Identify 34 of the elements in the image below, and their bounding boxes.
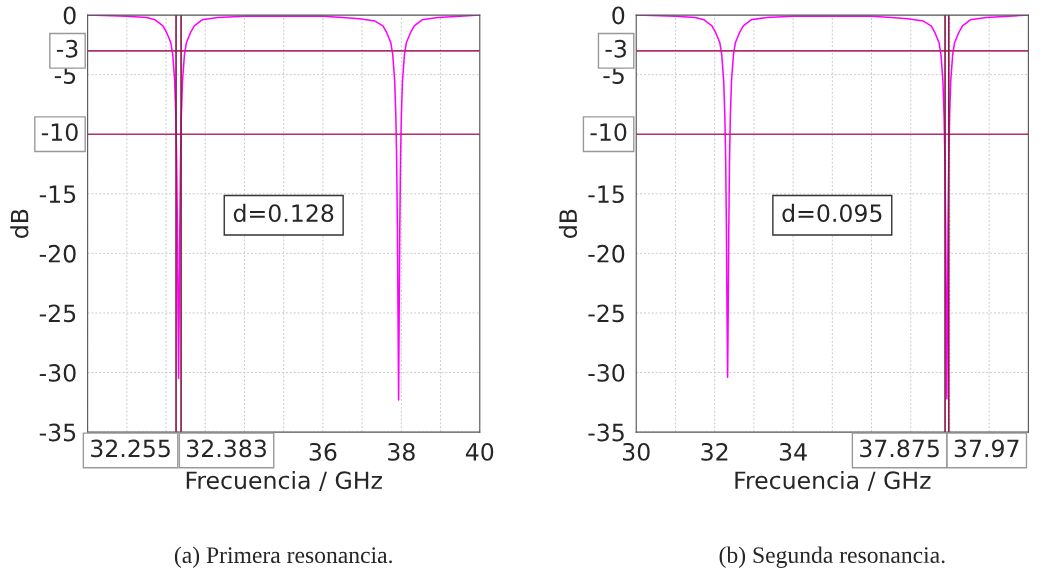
y-tick-label: -15 xyxy=(588,185,624,204)
ref-line-label: -3 xyxy=(605,39,627,58)
y-tick-label: -25 xyxy=(39,304,76,323)
x-tick-label: 36 xyxy=(309,442,337,461)
y-tick-label: -15 xyxy=(39,185,76,204)
y-tick-label: -30 xyxy=(588,363,625,382)
text: (a) Primera resonancia. xyxy=(174,546,392,568)
y-tick-label: -20 xyxy=(588,244,625,263)
x-axis-title: Frecuencia / GHz xyxy=(735,470,931,492)
x-tick-label: 40 xyxy=(465,442,494,461)
text: (b) Segunda resonancia. xyxy=(719,546,945,568)
ref-line-label: 37.97 xyxy=(954,439,1019,458)
x-tick-label: 30 xyxy=(623,442,650,461)
ref-line-label: 32.383 xyxy=(187,439,266,458)
ref-line-label: -3 xyxy=(56,39,78,58)
ref-line-label: -10 xyxy=(590,123,627,142)
y-tick-label: -30 xyxy=(39,363,76,382)
annotation: d=0.095 xyxy=(782,203,882,223)
x-tick-label: 34 xyxy=(779,442,807,461)
y-tick-label: 0 xyxy=(63,6,76,25)
x-tick-label: 38 xyxy=(388,442,415,461)
x-axis-title: Frecuencia / GHz xyxy=(186,470,382,492)
y-tick-label: -20 xyxy=(39,244,76,263)
y-tick-label: 0 xyxy=(612,6,625,25)
ref-line-label: -10 xyxy=(41,123,78,142)
y-tick-label: -35 xyxy=(588,423,624,442)
annotation: d=0.128 xyxy=(233,203,334,223)
x-tick-label: 32 xyxy=(701,442,728,461)
y-axis-title: dB xyxy=(10,209,29,238)
y-tick-label: -35 xyxy=(39,423,76,442)
y-axis-title: dB xyxy=(558,209,578,238)
ref-line-label: 32.255 xyxy=(91,439,170,458)
y-tick-label: -25 xyxy=(588,304,624,323)
ref-line-label: 37.875 xyxy=(860,439,939,458)
